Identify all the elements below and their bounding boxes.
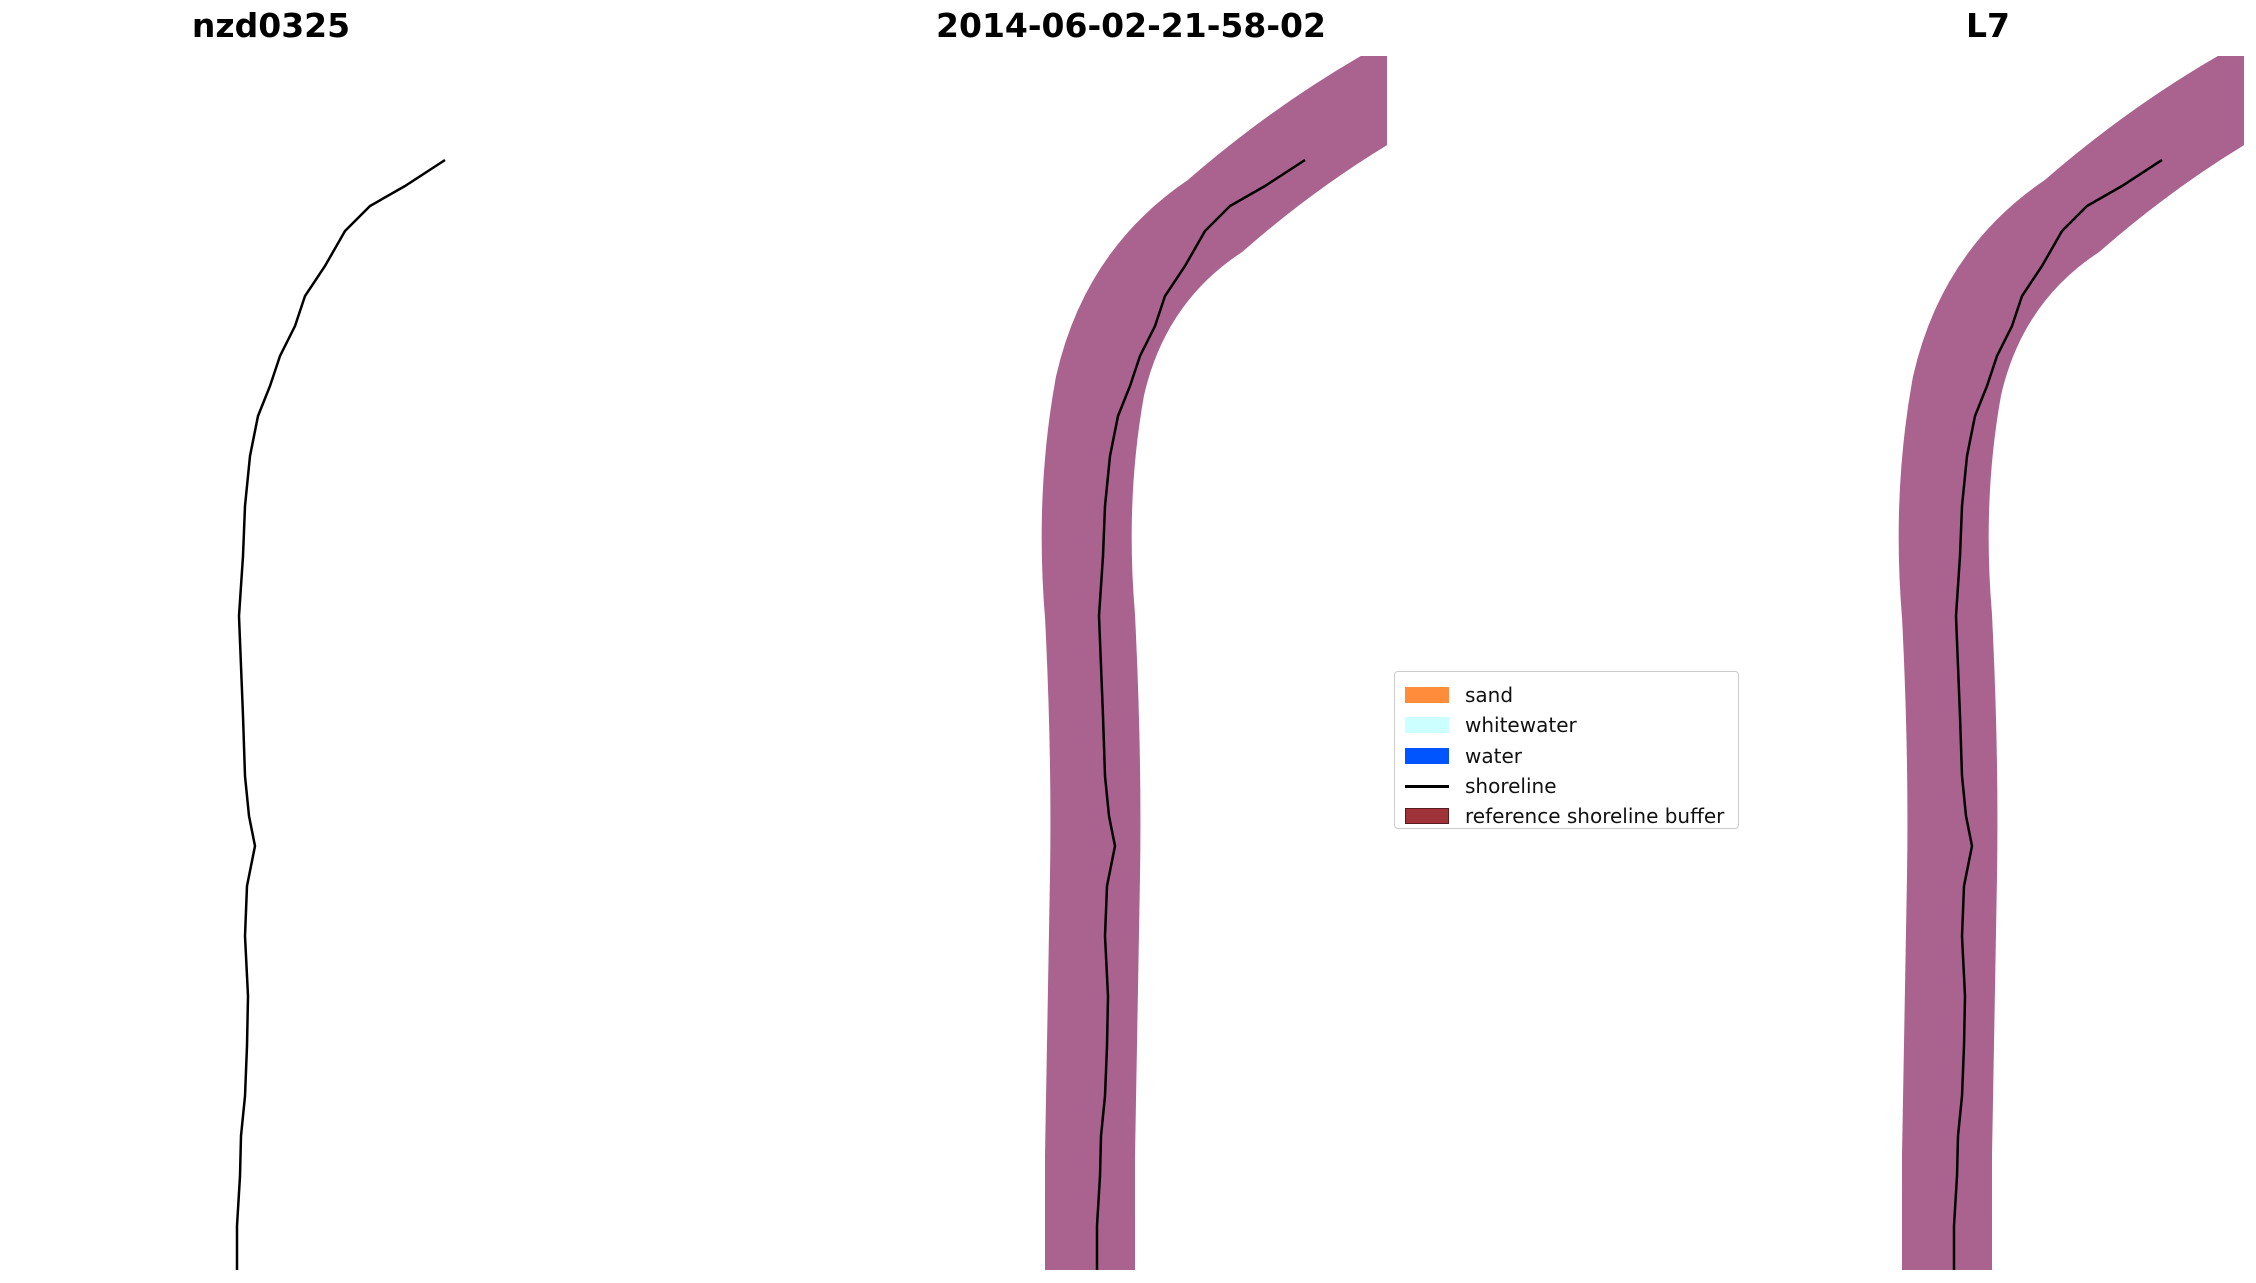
whitewater-swatch — [1405, 717, 1449, 734]
panel-title-classified: 2014-06-02-21-58-02 — [936, 6, 1326, 45]
legend-item-whitewater: whitewater — [1405, 710, 1738, 740]
reference-buffer-swatch — [1405, 808, 1449, 825]
legend-label: shoreline — [1465, 774, 1557, 799]
legend-label: reference shoreline buffer — [1465, 804, 1725, 829]
legend-item-water: water — [1405, 741, 1738, 771]
legend-item-shoreline: shoreline — [1405, 771, 1738, 801]
shoreline-trace — [235, 158, 446, 1270]
shoreline-swatch — [1405, 784, 1449, 788]
shoreline-trace — [1095, 158, 1306, 1270]
rgb-satellite-image — [15, 56, 527, 1270]
legend-item-sand: sand — [1405, 680, 1738, 710]
panel-title-rgb: nzd0325 — [191, 6, 351, 45]
legend-label: water — [1465, 743, 1522, 768]
reference-buffer-band — [1041, 56, 1387, 1270]
panel-title-index: L7 — [1966, 6, 2010, 45]
classified-image — [875, 56, 1387, 1270]
legend-label: whitewater — [1465, 713, 1577, 738]
legend: sand whitewater water shoreline referenc… — [1394, 671, 1739, 829]
legend-item-reference-buffer: reference shoreline buffer — [1405, 801, 1738, 831]
shoreline-trace — [1952, 158, 2163, 1270]
legend-label: sand — [1465, 683, 1514, 708]
sand-swatch — [1405, 687, 1449, 704]
index-image — [1732, 56, 2244, 1270]
water-swatch — [1405, 747, 1449, 764]
reference-buffer-band — [1898, 56, 2244, 1270]
